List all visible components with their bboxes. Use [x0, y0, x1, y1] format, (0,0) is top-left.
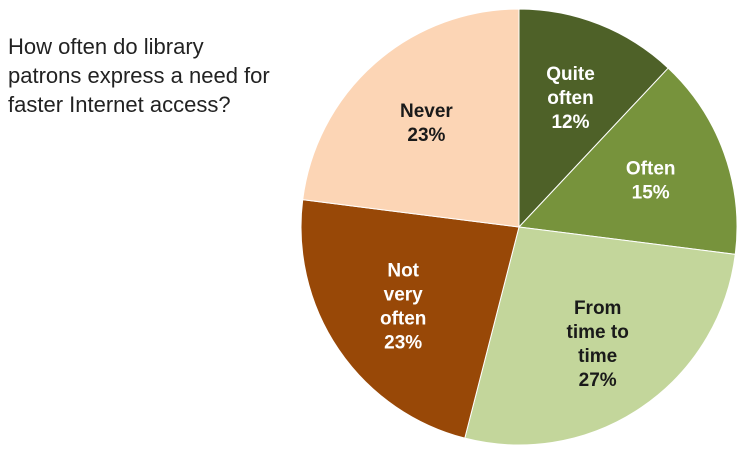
slice-label-often: Often 15%	[626, 159, 676, 204]
slice-label-from-time-to-time: From time to time 27%	[567, 298, 629, 391]
slice-label-line: 15%	[632, 183, 670, 204]
slice-label-line: Quite	[546, 64, 595, 85]
slice-label-line: Never	[400, 101, 453, 122]
chart-title-line-3: faster Internet access?	[8, 92, 231, 117]
slice-label-quite-often: Quite often 12%	[546, 64, 595, 133]
slice-label-line: time to	[567, 322, 629, 343]
pie-slices	[300, 8, 738, 446]
pie-slice-often	[517, 67, 738, 255]
slice-label-line: 23%	[407, 125, 445, 146]
pie-slice-from-time-to-time	[464, 226, 736, 446]
slice-label-line: often	[380, 309, 426, 330]
pie-slice-never	[302, 8, 520, 228]
slice-label-line: often	[547, 88, 593, 109]
slice-label-line: 27%	[579, 370, 617, 391]
chart-title-line-2: patrons express a need for	[8, 63, 270, 88]
chart-title: How often do library patrons express a n…	[8, 32, 338, 119]
slice-label-line: Not	[387, 261, 419, 282]
slice-label-line: very	[384, 285, 424, 306]
slice-label-not-very-often: Not very often 23%	[380, 261, 426, 354]
slice-label-never: Never 23%	[400, 101, 453, 146]
chart-title-line-1: How often do library	[8, 34, 204, 59]
slice-label-line: From	[574, 298, 622, 319]
pie-labels: Quite often 12% Often 15% From time to time 27% N…	[380, 64, 676, 391]
slice-label-line: time	[578, 346, 617, 367]
slice-label-line: Often	[626, 159, 676, 180]
slice-label-line: 12%	[551, 112, 589, 133]
slice-label-line: 23%	[384, 333, 422, 354]
pie-slice-not-very-often	[300, 199, 520, 439]
pie-slice-quite-often	[518, 8, 669, 229]
